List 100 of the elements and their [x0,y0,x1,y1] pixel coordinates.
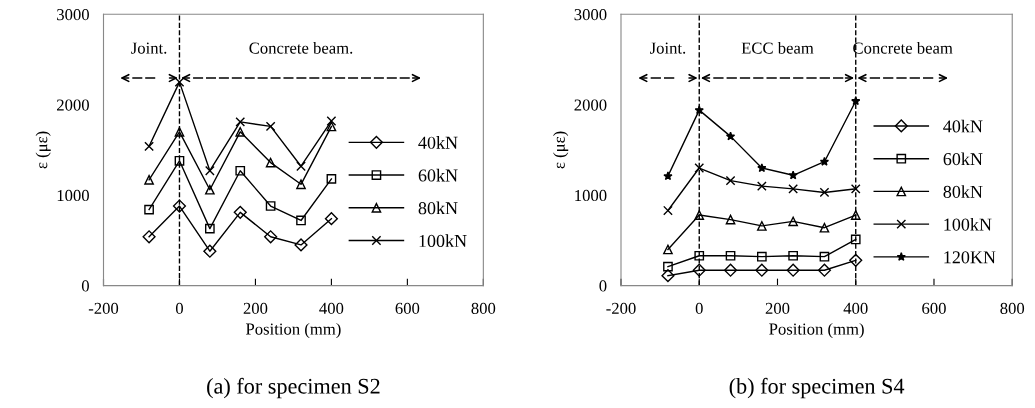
point [144,141,154,152]
point [142,230,156,244]
point [786,263,800,277]
x-tick-label: 0 [695,302,703,314]
point [663,171,673,181]
x-tick-label: 600 [922,302,946,314]
legend-label: 60kN [418,168,458,182]
point [203,244,217,258]
point [725,131,736,141]
point [788,250,799,261]
x-axis-title: Position (mm) [769,322,864,339]
x-axis-title: Position (mm) [245,322,341,339]
point [204,184,215,195]
point [233,205,247,219]
point [725,250,736,261]
point [725,175,736,186]
y-tick-label: 2000 [574,99,607,111]
point [144,204,154,215]
annotation: ECC beam [741,41,814,54]
point [324,212,338,226]
point [788,170,798,180]
x-tick-label: 200 [765,302,790,314]
x-tick-label: 800 [1000,302,1025,314]
point [692,263,706,277]
point [294,238,308,252]
annotation: Concrete beam [853,41,953,54]
point [326,121,337,132]
point [235,126,246,137]
annotation: Joint. [650,42,686,54]
y-axis-title: ε (με) [553,131,569,169]
point [694,210,705,220]
point [174,126,185,137]
point [756,251,767,262]
point [756,181,767,191]
y-tick-label: 0 [599,280,607,292]
point [174,77,185,87]
point [296,215,306,226]
x-tick-label: 800 [471,302,496,314]
point [756,221,767,231]
y-tick-label: 3000 [574,8,607,21]
point [296,179,306,190]
y-tick-label: 0 [81,280,89,292]
point [663,261,673,272]
point [725,214,736,225]
point [663,205,673,216]
point [850,183,861,194]
point [326,174,337,184]
y-tick-label: 1000 [575,189,607,202]
point [144,174,154,185]
text: (b) for specimen S4 [729,377,905,399]
y-tick-label: 1000 [57,189,89,202]
point [819,251,830,262]
legend-label: 80kN [418,201,458,215]
point [850,210,861,220]
x-tick-label: -200 [88,302,119,314]
y-axis-title: ε (με) [35,131,51,169]
annotation: Joint. [131,42,167,54]
point [694,250,705,261]
point [265,121,276,132]
point [265,201,276,211]
x-tick-label: 400 [843,302,868,314]
legend-label: 100kN [419,234,467,248]
point [264,230,278,244]
legend-label: 40kN [418,136,458,149]
point [204,165,215,176]
point [663,244,673,255]
point [817,263,832,277]
legend-label: 80kN [943,185,983,198]
point [204,223,215,234]
point [235,117,246,127]
x-tick-label: 0 [175,302,183,314]
y-tick-label: 3000 [57,8,89,21]
point [850,234,861,245]
point [788,216,799,227]
point [172,199,187,213]
legend-label: 40kN [943,119,983,133]
point [788,183,799,194]
point [661,269,675,283]
point [723,263,738,277]
point [849,253,863,267]
point [174,155,185,166]
point [235,165,246,176]
x-tick-label: -200 [606,302,636,314]
y-tick-label: 2000 [57,99,89,111]
legend-label: 60kN [943,152,983,166]
legend-label: 100kN [944,217,992,231]
point [819,222,830,233]
point [819,156,830,166]
point [326,116,337,126]
point [296,161,306,172]
x-tick-label: 600 [395,302,420,314]
text: (a) for specimen S2 [207,377,380,399]
x-tick-label: 200 [243,302,268,314]
point [755,263,769,277]
x-tick-label: 400 [319,302,344,314]
point [819,187,830,198]
annotation: Concrete beam. [249,41,353,54]
point [694,163,705,173]
point [265,157,276,168]
point [757,163,767,173]
